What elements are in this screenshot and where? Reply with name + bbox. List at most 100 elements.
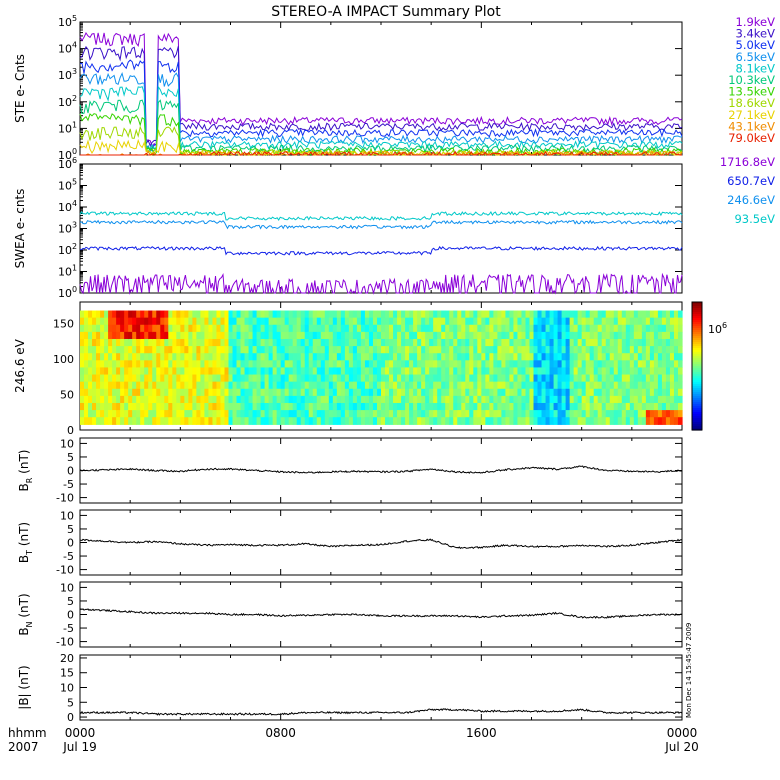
heatmap-cell	[537, 346, 543, 354]
heatmap-cell	[324, 410, 330, 418]
heatmap-cell	[268, 360, 274, 369]
heatmap-cell	[80, 374, 85, 383]
heatmap-cell	[401, 317, 406, 326]
heatmap-cell	[417, 324, 422, 333]
heatmap-cell	[593, 331, 599, 340]
heatmap-cell	[240, 353, 246, 361]
heatmap-cell	[629, 402, 635, 411]
heatmap-cell	[609, 381, 615, 390]
heatmap-cell	[589, 402, 595, 411]
heatmap-cell	[381, 417, 386, 425]
heatmap-cell	[445, 346, 450, 354]
heatmap-cell	[525, 395, 531, 404]
heatmap-cell	[244, 410, 250, 418]
heatmap-cell	[553, 395, 559, 404]
heatmap-cell	[433, 402, 438, 411]
heatmap-cell	[589, 367, 595, 376]
heatmap-cell	[356, 402, 362, 411]
heatmap-cell	[232, 417, 238, 425]
heatmap-cell	[405, 360, 410, 369]
heatmap-cell	[324, 374, 330, 383]
colorbar-swatch	[692, 306, 702, 309]
heatmap-cell	[116, 381, 121, 390]
heatmap-cell	[541, 317, 547, 326]
heatmap-cell	[477, 417, 482, 425]
heatmap-cell	[104, 417, 109, 425]
heatmap-cell	[220, 417, 226, 425]
heatmap-cell	[104, 324, 109, 333]
heatmap-cell	[589, 410, 595, 418]
heatmap-cell	[348, 324, 354, 333]
heatmap-cell	[501, 338, 507, 347]
heatmap-cell	[132, 338, 137, 347]
heatmap-cell	[553, 381, 559, 390]
heatmap-cell	[356, 338, 362, 347]
heatmap-cell	[240, 367, 246, 376]
heatmap-cell	[573, 388, 579, 397]
heatmap-cell	[100, 417, 105, 425]
heatmap-cell	[80, 331, 85, 340]
heatmap-cell	[164, 353, 169, 361]
heatmap-cell	[260, 317, 266, 326]
heatmap-cell	[477, 338, 482, 347]
heatmap-cell	[192, 417, 197, 425]
heatmap-cell	[356, 324, 362, 333]
heatmap-cell	[677, 317, 683, 326]
heatmap-cell	[120, 346, 125, 354]
heatmap-cell	[248, 402, 254, 411]
heatmap-cell	[360, 331, 366, 340]
heatmap-cell	[220, 317, 226, 326]
heatmap-cell	[541, 338, 547, 347]
heatmap-cell	[296, 417, 302, 425]
heatmap-cell	[533, 388, 539, 397]
heatmap-cell	[461, 353, 466, 361]
heatmap-cell	[176, 324, 181, 333]
heatmap-cell	[192, 402, 197, 411]
heatmap-cell	[268, 317, 274, 326]
heatmap-cell	[393, 388, 398, 397]
heatmap-cell	[669, 417, 675, 425]
heatmap-cell	[585, 324, 591, 333]
heatmap-cell	[208, 417, 214, 425]
heatmap-cell	[661, 367, 667, 376]
heatmap-cell	[401, 417, 406, 425]
heatmap-cell	[96, 360, 101, 369]
heatmap-cell	[553, 360, 559, 369]
y-tick-label: 100	[58, 285, 77, 300]
heatmap-cell	[100, 317, 105, 326]
y-tick-label: 5	[67, 523, 74, 536]
heatmap-cell	[144, 388, 149, 397]
heatmap-cell	[148, 338, 153, 347]
heatmap-cell	[397, 353, 402, 361]
heatmap-cell	[617, 317, 623, 326]
heatmap-cell	[421, 360, 426, 369]
heatmap-cell	[148, 324, 153, 333]
heatmap-cell	[260, 310, 266, 319]
heatmap-cell	[312, 388, 318, 397]
heatmap-cell	[469, 410, 474, 418]
heatmap-cell	[669, 317, 675, 326]
heatmap-cell	[268, 353, 274, 361]
colorbar-swatch	[692, 386, 702, 389]
heatmap-cell	[112, 367, 117, 376]
heatmap-cell	[385, 367, 390, 376]
heatmap-cell	[585, 381, 591, 390]
heatmap-cell	[228, 395, 234, 404]
heatmap-cell	[509, 331, 515, 340]
heatmap-cell	[152, 331, 157, 340]
heatmap-cell	[268, 402, 274, 411]
heatmap-cell	[605, 410, 611, 418]
heatmap-cell	[597, 395, 603, 404]
heatmap-cell	[276, 310, 282, 319]
heatmap-cell	[184, 310, 189, 319]
heatmap-cell	[280, 331, 286, 340]
heatmap-cell	[533, 402, 539, 411]
colorbar-swatch	[692, 428, 702, 431]
heatmap-cell	[421, 324, 426, 333]
heatmap-cell	[537, 310, 543, 319]
heatmap-cell	[537, 360, 543, 369]
heatmap-cell	[493, 395, 498, 404]
heatmap-cell	[128, 402, 133, 411]
heatmap-cell	[569, 338, 575, 347]
colorbar-swatch	[692, 314, 702, 317]
